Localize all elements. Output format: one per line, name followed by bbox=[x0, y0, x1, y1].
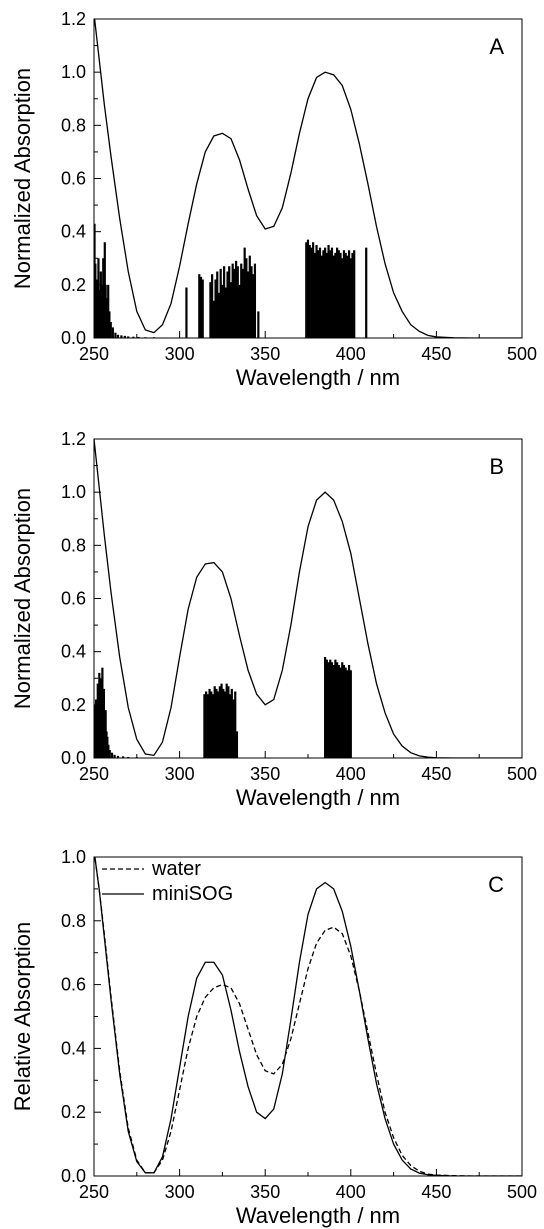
y-tick-label: 0.6 bbox=[61, 169, 86, 189]
x-tick-label: 350 bbox=[250, 1182, 280, 1202]
y-tick-label: 0.6 bbox=[61, 975, 86, 995]
x-tick-label: 350 bbox=[250, 344, 280, 364]
x-tick-label: 250 bbox=[79, 764, 109, 784]
y-tick-label: 0.2 bbox=[61, 695, 86, 715]
x-axis-title: Wavelength / nm bbox=[236, 785, 400, 810]
y-tick-label: 0.8 bbox=[61, 911, 86, 931]
y-tick-label: 0.4 bbox=[61, 642, 86, 662]
x-tick-label: 400 bbox=[336, 344, 366, 364]
x-tick-label: 350 bbox=[250, 764, 280, 784]
panel-B: 250 300 350 400 450 500 0.0 0.2 0.4 0.6 0.8 1.0 1.2 W… bbox=[10, 429, 537, 810]
x-tick-label: 400 bbox=[336, 764, 366, 784]
y-tick-label: 0.6 bbox=[61, 589, 86, 609]
x-tick-label: 400 bbox=[336, 1182, 366, 1202]
y-tick-label: 0.4 bbox=[61, 222, 86, 242]
x-tick-label: 500 bbox=[507, 344, 537, 364]
y-tick-label: 0.2 bbox=[61, 275, 86, 295]
legend: water miniSOG bbox=[102, 858, 233, 905]
panel-A: 250 300 350 400 450 500 0.0 0.2 0.4 0.6 0.8 1.0 1.2 W… bbox=[10, 9, 537, 390]
x-tick-label: 250 bbox=[79, 1182, 109, 1202]
y-tick-label: 1.2 bbox=[61, 9, 86, 29]
y-axis-title: Normalized Absorption bbox=[10, 68, 35, 289]
legend-label: water bbox=[151, 858, 201, 880]
x-tick-label: 450 bbox=[421, 344, 451, 364]
x-axis-title: Wavelength / nm bbox=[236, 1203, 400, 1228]
plot-frame bbox=[93, 438, 523, 759]
panel-label: B bbox=[489, 454, 504, 479]
y-tick-label: 0.2 bbox=[61, 1102, 86, 1122]
y-tick-label: 0.0 bbox=[61, 1166, 86, 1186]
y-axis-title: Relative Absorption bbox=[10, 922, 35, 1112]
x-tick-label: 300 bbox=[165, 344, 195, 364]
y-tick-label: 0.4 bbox=[61, 1038, 86, 1058]
y-tick-label: 0.8 bbox=[61, 115, 86, 135]
series-line-water bbox=[94, 857, 522, 1176]
y-tick-label: 0.8 bbox=[61, 535, 86, 555]
panel-label: A bbox=[489, 34, 504, 59]
x-tick-label: 300 bbox=[165, 764, 195, 784]
series-line-minisog bbox=[94, 857, 522, 1176]
x-tick-label: 450 bbox=[421, 1182, 451, 1202]
y-tick-label: 0.0 bbox=[61, 748, 86, 768]
y-axis-title: Normalized Absorption bbox=[10, 488, 35, 709]
x-tick-label: 250 bbox=[79, 344, 109, 364]
panel-label: C bbox=[488, 872, 504, 897]
y-tick-label: 0.0 bbox=[61, 328, 86, 348]
panel-C: 250 300 350 400 450 500 0.0 0.2 0.4 0.6 0.8 1.0 Wave… bbox=[10, 847, 537, 1228]
x-tick-label: 450 bbox=[421, 764, 451, 784]
y-tick-label: 1.2 bbox=[61, 429, 86, 449]
y-tick-label: 1.0 bbox=[61, 482, 86, 502]
x-tick-label: 500 bbox=[507, 764, 537, 784]
y-tick-label: 1.0 bbox=[61, 847, 86, 867]
stick-spectrum bbox=[94, 656, 352, 758]
stick-spectrum bbox=[94, 223, 368, 338]
series-line-spectrum bbox=[94, 439, 522, 758]
y-tick-label: 1.0 bbox=[61, 62, 86, 82]
series-line-spectrum bbox=[94, 19, 522, 338]
legend-label: miniSOG bbox=[152, 883, 233, 905]
x-tick-label: 300 bbox=[165, 1182, 195, 1202]
x-axis-title: Wavelength / nm bbox=[236, 365, 400, 390]
x-tick-label: 500 bbox=[507, 1182, 537, 1202]
